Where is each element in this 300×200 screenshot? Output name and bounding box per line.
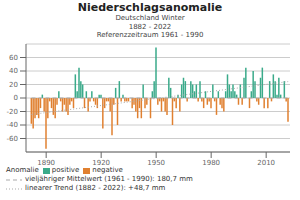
svg-text:60: 60 — [9, 54, 18, 62]
html-text:1882 - 2022: 1882 - 2022 — [128, 22, 172, 31]
html-text:positive: positive — [51, 166, 80, 174]
svg-text:40: 40 — [9, 67, 18, 75]
html-text:negative: negative — [92, 166, 123, 174]
svg-text:-20: -20 — [8, 108, 18, 116]
svg-text:0: 0 — [14, 94, 18, 102]
html-text:Anomalie: Anomalie — [6, 166, 39, 174]
html-text:linearer Trend (1882 - 2022):: linearer Trend (1882 - 2022): +48,7 mm — [25, 184, 166, 192]
html-text:Referenzzeitraum 1961 - 1990: Referenzzeitraum 1961 - 1990 — [96, 31, 204, 39]
html-text:vieljähriger Mittelwert (1961: vieljähriger Mittelwert (1961 - 1990): 1… — [25, 175, 193, 183]
svg-text:2010: 2010 — [257, 159, 275, 166]
svg-text:1980: 1980 — [202, 159, 220, 166]
svg-text:-60: -60 — [8, 135, 18, 143]
svg-text:20: 20 — [9, 81, 18, 89]
svg-text:1920: 1920 — [92, 159, 110, 166]
html-text:Niederschlagsanomalie: Niederschlagsanomalie — [77, 1, 223, 14]
html-text:Deutschland Winter: Deutschland Winter — [115, 14, 185, 22]
svg-text:-40: -40 — [8, 121, 18, 129]
svg-text:1890: 1890 — [37, 159, 55, 166]
svg-text:1950: 1950 — [147, 159, 165, 166]
